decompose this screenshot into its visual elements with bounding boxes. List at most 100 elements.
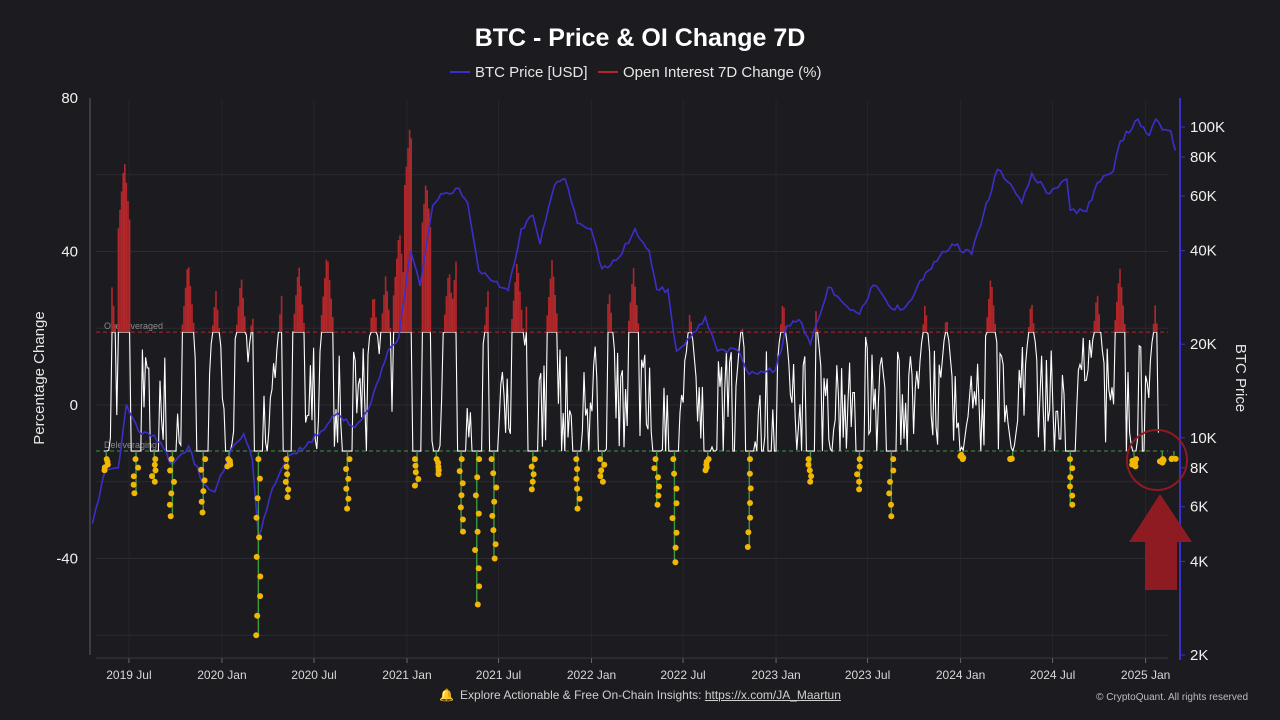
deleveraging-dot [474,528,481,535]
deleveraging-dot [574,505,581,512]
deleveraging-dot [489,512,496,519]
deleveraging-dot [1069,492,1076,499]
deleveraging-dot [528,463,535,470]
x-tick-label: 2022 Jan [567,668,616,682]
deleveraging-dot [415,476,422,482]
deleveraging-dot [256,534,263,541]
deleveraging-dot [808,473,815,480]
y-right-tick-label: 2K [1190,647,1208,664]
x-tick-label: 2020 Jul [291,668,336,682]
deleveraging-dot [599,478,606,485]
deleveraging-dot [458,492,465,499]
deleveraging-dot [474,601,481,608]
btc-price-line [91,117,1177,538]
deleveraging-dot [530,471,537,478]
deleveraging-dot [1069,501,1076,508]
deleveraging-dot [1067,456,1073,463]
deleveraging-dot [167,467,174,474]
deleveraging-events [101,451,1179,639]
deleveraging-dot [457,504,464,511]
deleveraging-dot [345,495,352,502]
x-tick-label: 2022 Jul [660,668,705,682]
deleveraging-dot [199,509,206,516]
deleveraging-dot [254,495,261,502]
deleveraging-dot [200,488,207,495]
deleveraging-dot [673,485,680,492]
footer: 🔔 Explore Actionable & Free On-Chain Insi… [0,688,1280,708]
y-right-tick-label: 4K [1190,553,1208,570]
deleveraging-dot [412,462,419,469]
deleveraging-dot [1132,463,1139,470]
deleveraging-dot [1008,455,1015,462]
x-tick-label: 2023 Jan [751,668,800,682]
axes: 80 40 0 -40 100K 80K 60K 40K 20K 10K 8K 6K 4K 2K 2019 … [56,90,1225,682]
deleveraging-dot [343,485,350,492]
deleveraging-dot [854,471,861,478]
deleveraging-dot [101,467,108,474]
deleveraging-dot [456,468,463,475]
deleveraging-dot [435,471,442,478]
deleveraging-dot [958,451,965,458]
deleveraging-dot [745,529,752,536]
deleveraging-dot [344,505,351,512]
deleveraging-dot [886,490,893,497]
deleveraging-dot [671,470,678,477]
chart-title: BTC - Price & OI Change 7D [475,24,806,52]
deleveraging-dot [673,529,680,536]
deleveraging-dot [747,456,753,463]
y-left-tick-label: -40 [56,551,78,568]
deleveraging-dot [343,466,350,472]
deleveraging-dot [491,555,498,562]
deleveraging-dot [151,478,158,485]
y-axis-left-title: Percentage Change [31,311,48,444]
deleveraging-dot [531,456,538,463]
deleveraging-dot [475,510,482,517]
deleveraging-dot [458,456,465,463]
deleveraging-dot [256,475,263,482]
deleveraging-dot [257,593,264,600]
deleveraging-dot [652,456,659,463]
legend-label-1: Open Interest 7D Change (%) [623,64,821,81]
deleveraging-dot [255,456,262,463]
footer-link[interactable]: https://x.com/JA_Maartun [704,688,841,702]
y-left-tick-label: 80 [61,90,78,107]
deleveraging-dot [573,456,580,463]
x-tick-label: 2020 Jan [197,668,246,682]
deleveraging-dot [149,473,155,480]
deleveraging-dot [1069,465,1076,472]
deleveraging-dot [345,475,352,482]
deleveraging-dot [132,456,139,463]
deleveraging-dot [890,456,897,463]
deleveraging-dot [412,469,419,476]
deleveraging-dot [168,456,175,463]
deleveraging-dot [130,473,137,480]
deleveraging-dot [167,513,174,520]
deleveraging-dot [135,464,142,471]
btc-price-series [91,117,1177,538]
deleveraging-dot [651,465,658,472]
deleveraging-dot [890,467,897,474]
deleveraging-dot [492,541,499,548]
deleveraging-dot [253,514,260,521]
x-tick-label: 2019 Jul [106,668,151,682]
highlight-circle [1126,429,1188,491]
x-tick-label: 2024 Jul [1030,668,1075,682]
deleveraging-dot [807,478,814,485]
deleveraging-dot [475,565,482,572]
deleveraging-dot [283,463,290,470]
deleveraging-dot [151,461,158,468]
deleveraging-dot [202,456,209,463]
deleveraging-dot [601,461,608,468]
y-right-tick-label: 60K [1190,188,1217,205]
deleveraging-dot [152,456,159,463]
deleveraging-dot [529,478,536,485]
deleveraging-dot [171,478,177,485]
up-arrow-icon [1129,494,1192,590]
deleveraging-dot [285,486,292,493]
grid [96,100,1168,658]
deleveraging-dot [576,495,583,502]
deleveraging-dot [131,490,138,497]
threshold-label-overleveraged: Overleveraged [104,321,163,331]
deleveraging-dot [888,513,895,520]
